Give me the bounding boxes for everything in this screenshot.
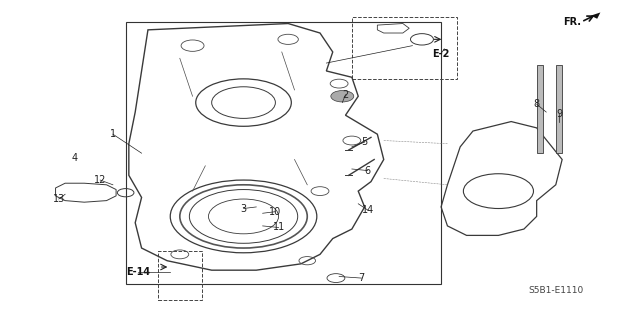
Text: 13: 13 [52,194,65,204]
Text: E-14: E-14 [126,267,150,277]
Text: 12: 12 [94,175,106,185]
Bar [537,65,543,153]
Polygon shape [591,12,600,19]
Text: 3: 3 [241,204,246,213]
Text: 1: 1 [110,129,116,139]
Bar [125,22,441,285]
Text: E-2: E-2 [433,48,450,59]
Text: 5: 5 [362,137,368,147]
Text: FR.: FR. [563,17,580,27]
Circle shape [331,91,354,102]
Text: 4: 4 [72,153,77,163]
Text: 10: 10 [269,207,282,217]
Text: 2: 2 [342,90,349,100]
Text: 11: 11 [273,222,285,233]
Bar [157,251,202,300]
Text: 14: 14 [362,205,374,215]
Text: S5B1-E1110: S5B1-E1110 [528,286,584,295]
Text: 7: 7 [358,273,365,283]
Text: 9: 9 [556,109,562,119]
Text: 8: 8 [534,99,540,109]
Text: 6: 6 [365,166,371,175]
Bar [556,65,562,153]
Bar [352,17,457,79]
